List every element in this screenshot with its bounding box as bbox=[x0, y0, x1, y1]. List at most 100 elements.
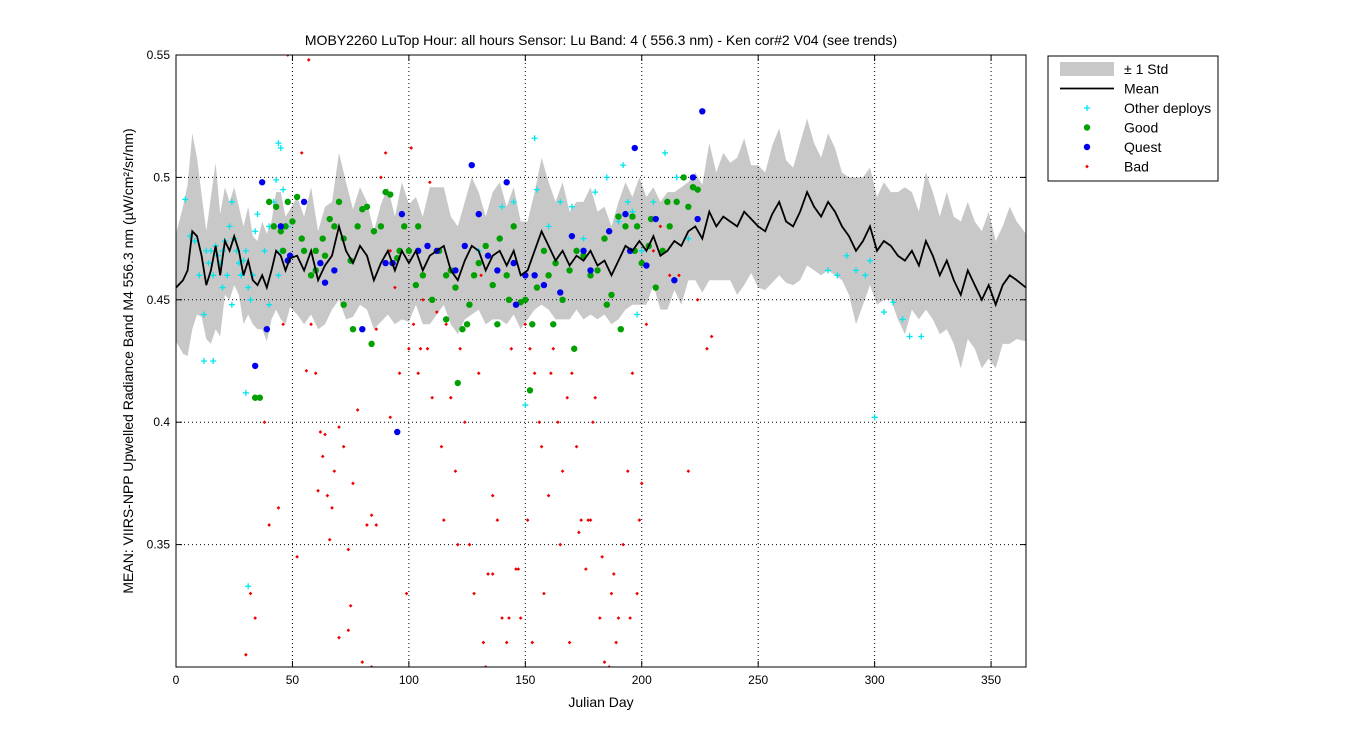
point bbox=[448, 395, 453, 400]
y-tick-label: 0.4 bbox=[153, 415, 170, 429]
point bbox=[394, 428, 401, 436]
point bbox=[568, 203, 575, 210]
point bbox=[377, 223, 385, 230]
point bbox=[587, 267, 594, 274]
point bbox=[685, 203, 692, 210]
point bbox=[862, 272, 869, 279]
point bbox=[459, 325, 466, 333]
point bbox=[647, 215, 655, 223]
point bbox=[510, 259, 517, 267]
point bbox=[528, 346, 532, 351]
legend-label: Other deploys bbox=[1124, 100, 1211, 116]
point bbox=[507, 616, 511, 620]
point bbox=[245, 284, 252, 291]
point bbox=[200, 311, 207, 318]
point bbox=[680, 174, 687, 181]
point bbox=[664, 198, 671, 206]
point bbox=[251, 394, 259, 401]
point bbox=[439, 444, 444, 449]
point bbox=[277, 223, 284, 230]
point bbox=[348, 603, 353, 608]
point bbox=[550, 321, 557, 328]
point bbox=[568, 232, 576, 240]
y-tick-label: 0.35 bbox=[147, 538, 171, 552]
point bbox=[430, 395, 435, 400]
point bbox=[412, 281, 420, 289]
point bbox=[428, 296, 436, 303]
mean-line-layer bbox=[176, 189, 1026, 308]
point bbox=[503, 179, 510, 186]
point bbox=[593, 395, 598, 400]
point bbox=[605, 228, 613, 235]
point bbox=[652, 215, 659, 223]
point bbox=[677, 273, 681, 278]
point bbox=[452, 284, 459, 291]
point bbox=[321, 252, 329, 259]
point bbox=[539, 444, 544, 449]
point bbox=[472, 591, 476, 596]
point bbox=[603, 301, 611, 308]
point bbox=[643, 262, 650, 269]
legend-label: ± 1 Std bbox=[1124, 61, 1168, 77]
point bbox=[637, 518, 642, 522]
point bbox=[617, 325, 624, 333]
legend-label: Quest bbox=[1124, 139, 1161, 155]
point bbox=[266, 301, 273, 308]
point bbox=[300, 247, 308, 255]
point bbox=[557, 198, 564, 205]
point bbox=[359, 325, 366, 333]
legend-label: Bad bbox=[1124, 159, 1149, 175]
point bbox=[533, 284, 541, 291]
point bbox=[275, 140, 282, 147]
point bbox=[556, 420, 560, 425]
point bbox=[616, 616, 621, 620]
point bbox=[331, 267, 338, 274]
point bbox=[516, 567, 521, 571]
point bbox=[374, 523, 379, 527]
point bbox=[489, 281, 496, 289]
point bbox=[337, 635, 341, 640]
point bbox=[579, 518, 584, 522]
point bbox=[466, 301, 473, 308]
point bbox=[624, 198, 631, 205]
point bbox=[351, 481, 355, 486]
point bbox=[509, 346, 514, 351]
point bbox=[210, 358, 217, 364]
point bbox=[244, 652, 248, 657]
point bbox=[276, 506, 281, 510]
legend-label: Mean bbox=[1124, 81, 1159, 97]
point bbox=[635, 591, 639, 596]
point bbox=[191, 238, 198, 245]
point bbox=[479, 273, 483, 278]
point bbox=[434, 310, 439, 314]
point bbox=[540, 247, 548, 255]
point bbox=[628, 616, 632, 620]
point bbox=[298, 235, 305, 242]
point bbox=[557, 289, 564, 296]
point bbox=[414, 223, 422, 230]
point bbox=[196, 272, 203, 279]
point bbox=[454, 379, 461, 387]
point bbox=[405, 247, 413, 255]
point bbox=[587, 272, 594, 279]
x-tick-label: 0 bbox=[173, 673, 180, 687]
point bbox=[475, 210, 482, 218]
legend-swatch bbox=[1083, 143, 1091, 151]
point bbox=[631, 144, 638, 152]
point bbox=[289, 218, 296, 225]
point bbox=[263, 325, 271, 333]
point bbox=[369, 513, 374, 518]
point bbox=[281, 322, 285, 327]
point bbox=[409, 146, 414, 150]
point bbox=[267, 523, 271, 527]
point bbox=[705, 346, 709, 351]
point bbox=[625, 469, 630, 473]
point bbox=[577, 530, 581, 535]
y-axis-label: MEAN: VIIRS-NPP Upwelled Radiance Band M… bbox=[120, 128, 136, 593]
point bbox=[549, 371, 553, 376]
point bbox=[247, 296, 254, 303]
point bbox=[630, 371, 635, 376]
point bbox=[540, 281, 548, 289]
point bbox=[486, 572, 490, 576]
point bbox=[639, 481, 644, 486]
